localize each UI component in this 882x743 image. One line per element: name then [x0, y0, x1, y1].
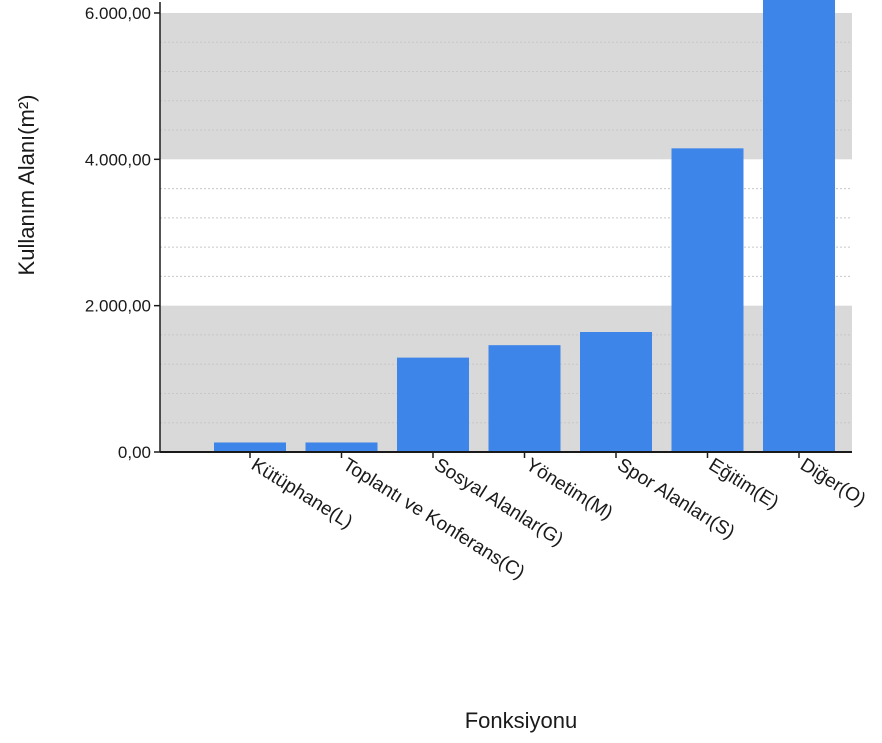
- bar: [763, 0, 835, 452]
- y-tick-labels: 0,00 2.000,00 4.000,00 6.000,00: [85, 4, 151, 462]
- x-tick-labels: Kütüphane(L)Toplantı ve Konferans(C)Sosy…: [247, 454, 869, 583]
- bar: [672, 148, 744, 452]
- background-band: [160, 13, 852, 159]
- y-tick-label: 0,00: [118, 443, 151, 462]
- bar: [306, 442, 378, 452]
- y-tick-label: 2.000,00: [85, 297, 151, 316]
- x-tick-label: Eğitim(E): [705, 454, 782, 513]
- y-tick-label: 6.000,00: [85, 4, 151, 23]
- bar: [397, 358, 469, 452]
- x-tick-label: Diğer(O): [796, 454, 869, 510]
- bar: [489, 345, 561, 452]
- y-tick-label: 4.000,00: [85, 150, 151, 169]
- bar: [580, 332, 652, 452]
- y-axis-title: Kullanım Alanı(m²): [14, 95, 39, 276]
- x-tick-label: Kütüphane(L): [247, 454, 356, 533]
- x-axis-title: Fonksiyonu: [465, 708, 578, 733]
- bar: [214, 442, 286, 452]
